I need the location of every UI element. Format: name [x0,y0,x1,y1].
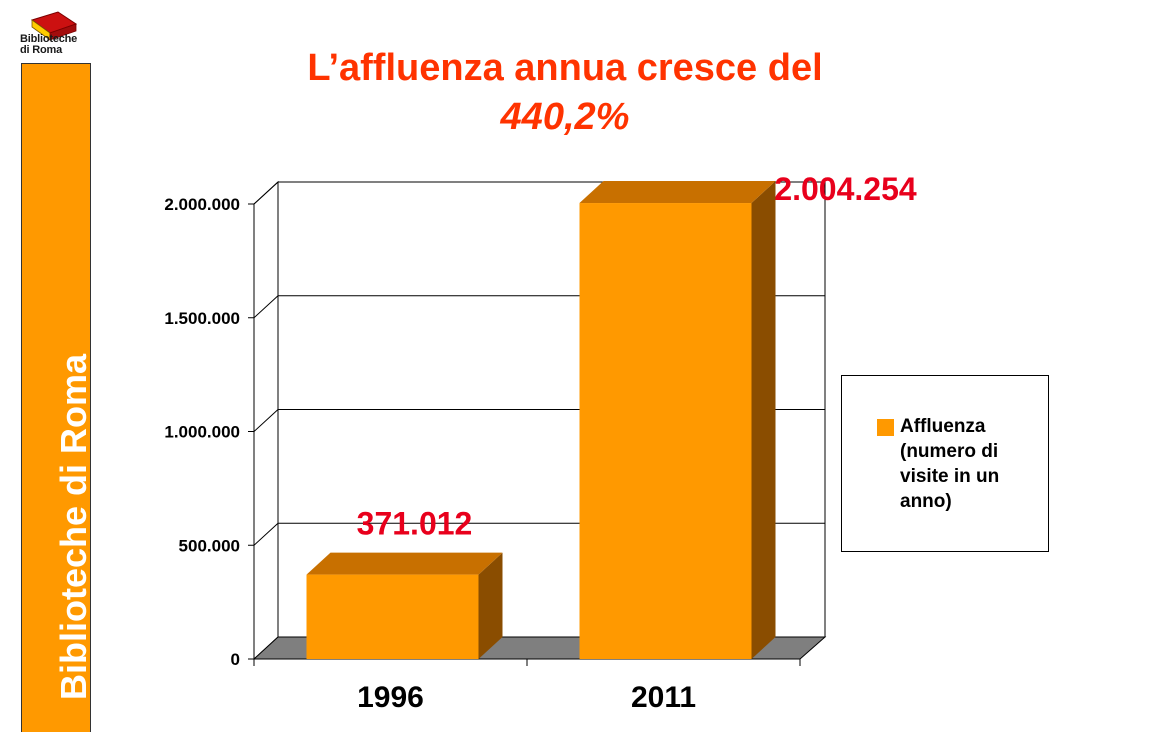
legend-swatch [877,419,894,436]
bar-side-face [478,552,503,659]
data-label: 371.012 [357,506,473,542]
bar [306,574,479,659]
logo-text: Biblioteche di Roma [20,33,78,56]
y-tick-label: 1.500.000 [164,309,240,328]
bar-top-face [579,181,776,204]
gridline-side [253,295,279,319]
book-icon [30,11,78,41]
x-category-label: 2011 [631,681,696,714]
y-tick-label: 1.000.000 [164,423,240,442]
gridline-side [253,522,279,546]
side-band [21,63,91,732]
slide-title: L’affluenza annua cresce del [307,47,823,89]
bar [579,203,752,659]
logo [30,11,78,41]
gridline-side [253,181,279,205]
y-tick-label: 500.000 [179,536,240,555]
legend-label: Affluenza (numero di visite in un anno) [900,416,1000,512]
gridline-side [253,409,279,432]
slide-title-percentage: 440,2% [500,96,630,138]
y-tick-label: 2.000.000 [164,195,240,214]
y-tick-label: 0 [231,650,240,669]
bar-side-face [751,181,776,659]
x-category-label: 1996 [357,681,424,714]
chart-legend: Affluenza (numero di visite in un anno) [841,375,1049,552]
data-label: 2.004.254 [774,171,917,207]
bar-top-face [306,552,503,575]
